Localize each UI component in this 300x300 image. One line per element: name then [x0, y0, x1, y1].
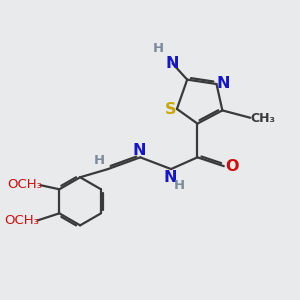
- Text: OCH₃: OCH₃: [4, 214, 39, 227]
- Text: S: S: [165, 102, 176, 117]
- Text: N: N: [216, 76, 230, 91]
- Text: O: O: [225, 159, 239, 174]
- Text: N: N: [164, 170, 177, 185]
- Text: N: N: [166, 56, 179, 71]
- Text: N: N: [133, 143, 146, 158]
- Text: OCH₃: OCH₃: [7, 178, 42, 191]
- Text: H: H: [174, 179, 185, 192]
- Text: CH₃: CH₃: [250, 112, 275, 125]
- Text: H: H: [94, 154, 105, 167]
- Text: H: H: [152, 42, 164, 55]
